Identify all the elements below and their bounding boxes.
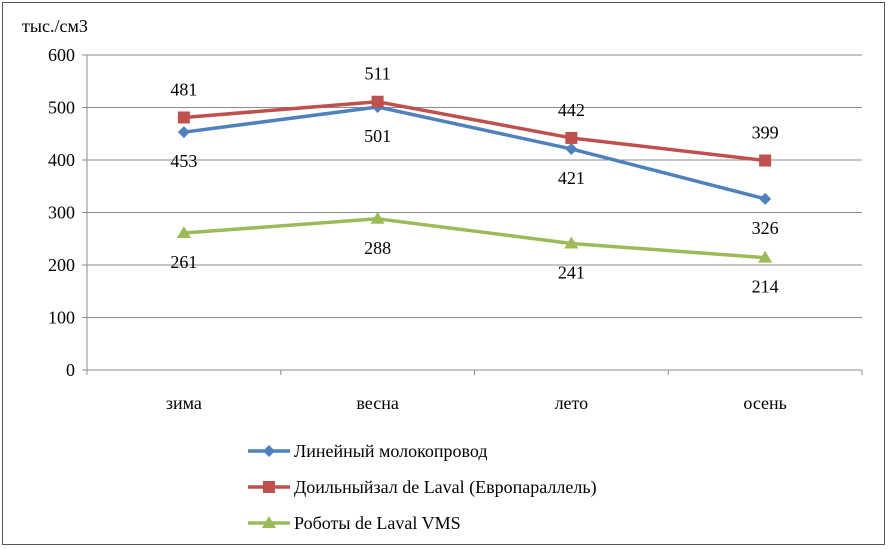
y-tick-label: 500 [48,98,75,118]
legend-label: Роботы de Laval VMS [294,513,461,533]
x-tick-label: зима [166,393,202,413]
data-point [177,126,190,139]
series-line [183,217,766,260]
x-tick-label: лето [555,393,589,413]
y-tick-labels: 0 100 200 300 400 500 600 [48,45,75,380]
legend-item-2: Доильныйзал de Laval (Европараллель) [248,477,597,498]
y-tick-label: 400 [48,150,75,170]
legend-label: Линейный молокопровод [294,441,488,461]
legend-item-1: Линейный молокопровод [248,441,488,461]
data-label: 214 [752,277,779,297]
axes [82,54,863,375]
y-tick-label: 0 [66,360,75,380]
data-label: 421 [558,168,585,188]
legend-marker [263,445,275,457]
series-2: 481 511 442 399 [170,64,779,167]
series-line [183,105,766,201]
data-point [759,192,772,205]
legend: Линейный молокопровод Доильныйзал de Lava… [248,441,597,533]
data-point [371,95,384,108]
gridlines [87,54,862,318]
data-point [176,225,191,238]
data-point [565,131,578,144]
data-label: 511 [364,64,390,84]
data-label: 399 [752,123,779,143]
data-label: 261 [170,252,197,272]
series-line [183,99,766,163]
series-group: 453 501 421 326 481 511 442 399 261 288 241 214 [170,64,778,297]
y-tick-label: 600 [48,45,75,65]
y-tick-label: 200 [48,255,75,275]
data-label: 501 [364,126,391,146]
y-tick-label: 300 [48,203,75,223]
legend-label: Доильныйзал de Laval (Европараллель) [294,477,597,498]
series-3: 261 288 241 214 [170,211,779,297]
data-label: 241 [558,262,585,282]
data-label: 442 [558,100,585,120]
data-label: 453 [170,151,197,171]
x-tick-labels: зима весна лето осень [166,393,787,413]
data-label: 481 [170,79,197,99]
y-axis-label: тыс./см3 [22,16,88,36]
data-point [565,142,578,155]
y-tick-label: 100 [48,308,75,328]
legend-marker [263,481,275,493]
data-point [370,211,385,224]
legend-marker [262,516,276,528]
data-point [564,236,579,249]
data-label: 288 [364,238,391,258]
x-tick-label: осень [743,393,787,413]
legend-item-3: Роботы de Laval VMS [248,513,461,533]
data-point [758,250,773,263]
data-point [759,154,772,167]
data-label: 326 [752,218,779,238]
x-tick-label: весна [356,393,398,413]
data-point [177,111,190,124]
